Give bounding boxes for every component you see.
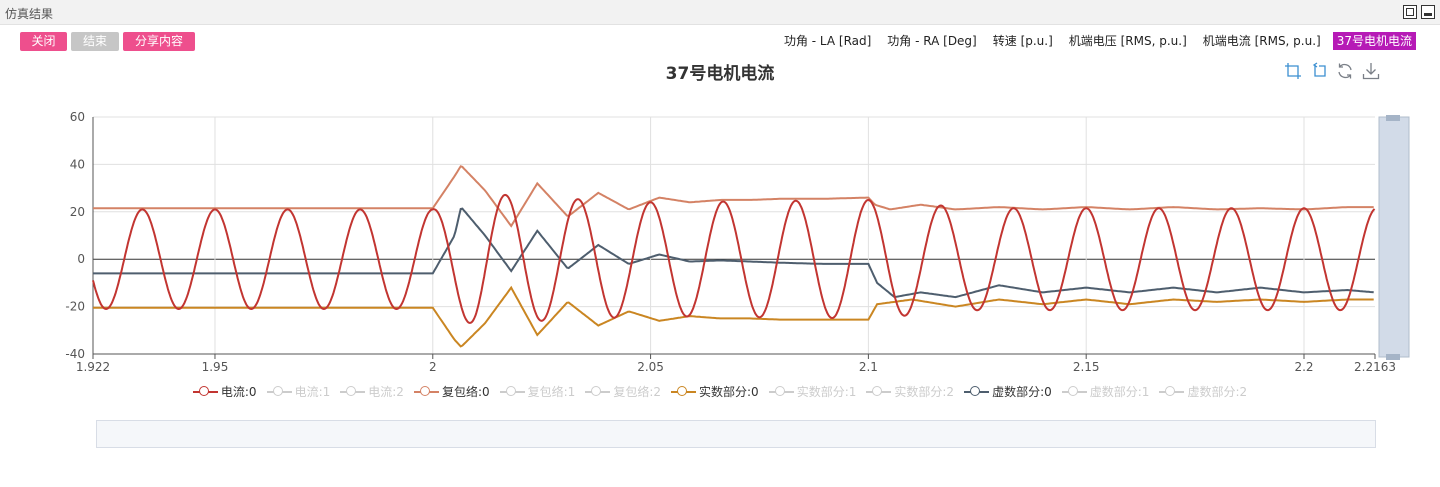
- x-tick-label: 1.922: [76, 360, 110, 374]
- x-tick-label: 2.1: [859, 360, 878, 374]
- y-tick-label: 0: [77, 252, 85, 266]
- maximize-icon[interactable]: [1403, 5, 1417, 19]
- legend-line-circle-icon: [1159, 385, 1185, 399]
- y-range-handle-bottom: [1386, 354, 1400, 360]
- legend-item[interactable]: 虚数部分:2: [1159, 383, 1247, 400]
- legend-line-circle-icon: [1061, 385, 1087, 399]
- series-line-2: [93, 285, 1374, 348]
- legend-item[interactable]: 电流:0: [192, 383, 257, 400]
- window-titlebar: 仿真结果: [0, 0, 1440, 25]
- legend-item[interactable]: 虚数部分:0: [964, 383, 1052, 400]
- share-button[interactable]: 分享内容: [123, 32, 195, 51]
- legend-item[interactable]: 实数部分:1: [768, 383, 857, 400]
- tab-terminal-voltage[interactable]: 机端电压 [RMS, p.u.]: [1068, 34, 1187, 48]
- legend-line-circle-icon: [964, 385, 990, 399]
- legend-line-circle-icon: [340, 385, 366, 399]
- legend-item[interactable]: 电流:2: [340, 383, 404, 400]
- restore-icon[interactable]: [1336, 62, 1354, 80]
- legend-line-circle-icon: [499, 385, 525, 399]
- chart-title: 37号电机电流: [665, 64, 775, 84]
- tab-power-angle-ra[interactable]: 功角 - RA [Deg]: [887, 34, 977, 48]
- zoom-reset-icon[interactable]: [1310, 62, 1328, 80]
- x-tick-label: 2.2163: [1354, 360, 1396, 374]
- minimize-icon[interactable]: [1421, 5, 1435, 19]
- legend-line-circle-icon: [671, 385, 696, 399]
- legend-line-circle-icon: [266, 385, 292, 399]
- legend-label: 实数部分:1: [796, 385, 857, 399]
- legend-label: 实数部分:2: [894, 385, 955, 399]
- y-tick-label: -20: [65, 300, 85, 314]
- x-tick-label: 1.95: [202, 360, 229, 374]
- zoom-icon[interactable]: [1284, 62, 1302, 80]
- window-title: 仿真结果: [5, 7, 54, 21]
- legend-label: 实数部分:0: [699, 385, 759, 399]
- close-button[interactable]: 关闭: [20, 32, 67, 51]
- y-tick-label: -40: [65, 347, 85, 361]
- tab-power-angle-la[interactable]: 功角 - LA [Rad]: [783, 34, 872, 48]
- legend-label: 虚数部分:0: [992, 385, 1052, 399]
- y-range-handle-top: [1386, 115, 1400, 121]
- legend-label: 虚数部分:1: [1089, 385, 1150, 399]
- legend-label: 复包络:1: [527, 385, 576, 399]
- x-tick-label: 2: [429, 360, 437, 374]
- legend-label: 电流:1: [294, 385, 331, 399]
- y-tick-label: 60: [70, 110, 85, 124]
- legend-label: 电流:2: [368, 385, 404, 399]
- y-range-slider: [1378, 116, 1410, 358]
- legend-item[interactable]: 复包络:1: [499, 383, 576, 400]
- series-line-3: [93, 207, 1374, 299]
- series-line-0: [92, 193, 1376, 324]
- tab-terminal-current[interactable]: 机端电流 [RMS, p.u.]: [1202, 34, 1321, 48]
- series-line-1: [93, 165, 1374, 228]
- datazoom-slider[interactable]: [96, 420, 1376, 448]
- legend-line-circle-icon: [866, 385, 892, 399]
- y-tick-label: 20: [70, 205, 85, 219]
- legend-label: 复包络:2: [613, 385, 661, 399]
- legend-item[interactable]: 实数部分:0: [671, 383, 759, 400]
- chart-toolbox: [1284, 62, 1380, 80]
- x-tick-label: 2.15: [1073, 360, 1100, 374]
- chart-tabs: 功角 - LA [Rad] 功角 - RA [Deg] 转速 [p.u.] 机端…: [772, 32, 1416, 50]
- legend-line-circle-icon: [413, 385, 439, 399]
- tab-speed[interactable]: 转速 [p.u.]: [992, 34, 1053, 48]
- tab-motor37-current[interactable]: 37号电机电流: [1332, 32, 1416, 50]
- legend-label: 电流:0: [220, 385, 257, 399]
- legend-line-circle-icon: [768, 385, 794, 399]
- x-tick-label: 2.05: [637, 360, 664, 374]
- x-tick-label: 2.2: [1294, 360, 1313, 374]
- legend-item[interactable]: 电流:1: [266, 383, 331, 400]
- legend-item[interactable]: 虚数部分:1: [1061, 383, 1150, 400]
- legend-item[interactable]: 复包络:0: [413, 383, 490, 400]
- y-tick-label: 40: [70, 157, 85, 171]
- legend-label: 虚数部分:2: [1187, 385, 1248, 399]
- legend-label: 复包络:0: [441, 385, 490, 399]
- legend-item[interactable]: 实数部分:2: [866, 383, 954, 400]
- legend-line-circle-icon: [585, 385, 611, 399]
- legend-item[interactable]: 复包络:2: [585, 383, 661, 400]
- chart-legend: 电流:0 电流:1 电流:2 复包络:0 复包络:1 复包络:2 实数部分:0 实数部分:1 实…: [0, 383, 1440, 400]
- save-image-icon[interactable]: [1362, 62, 1380, 80]
- legend-line-circle-icon: [192, 385, 218, 399]
- end-button[interactable]: 结束: [71, 32, 119, 51]
